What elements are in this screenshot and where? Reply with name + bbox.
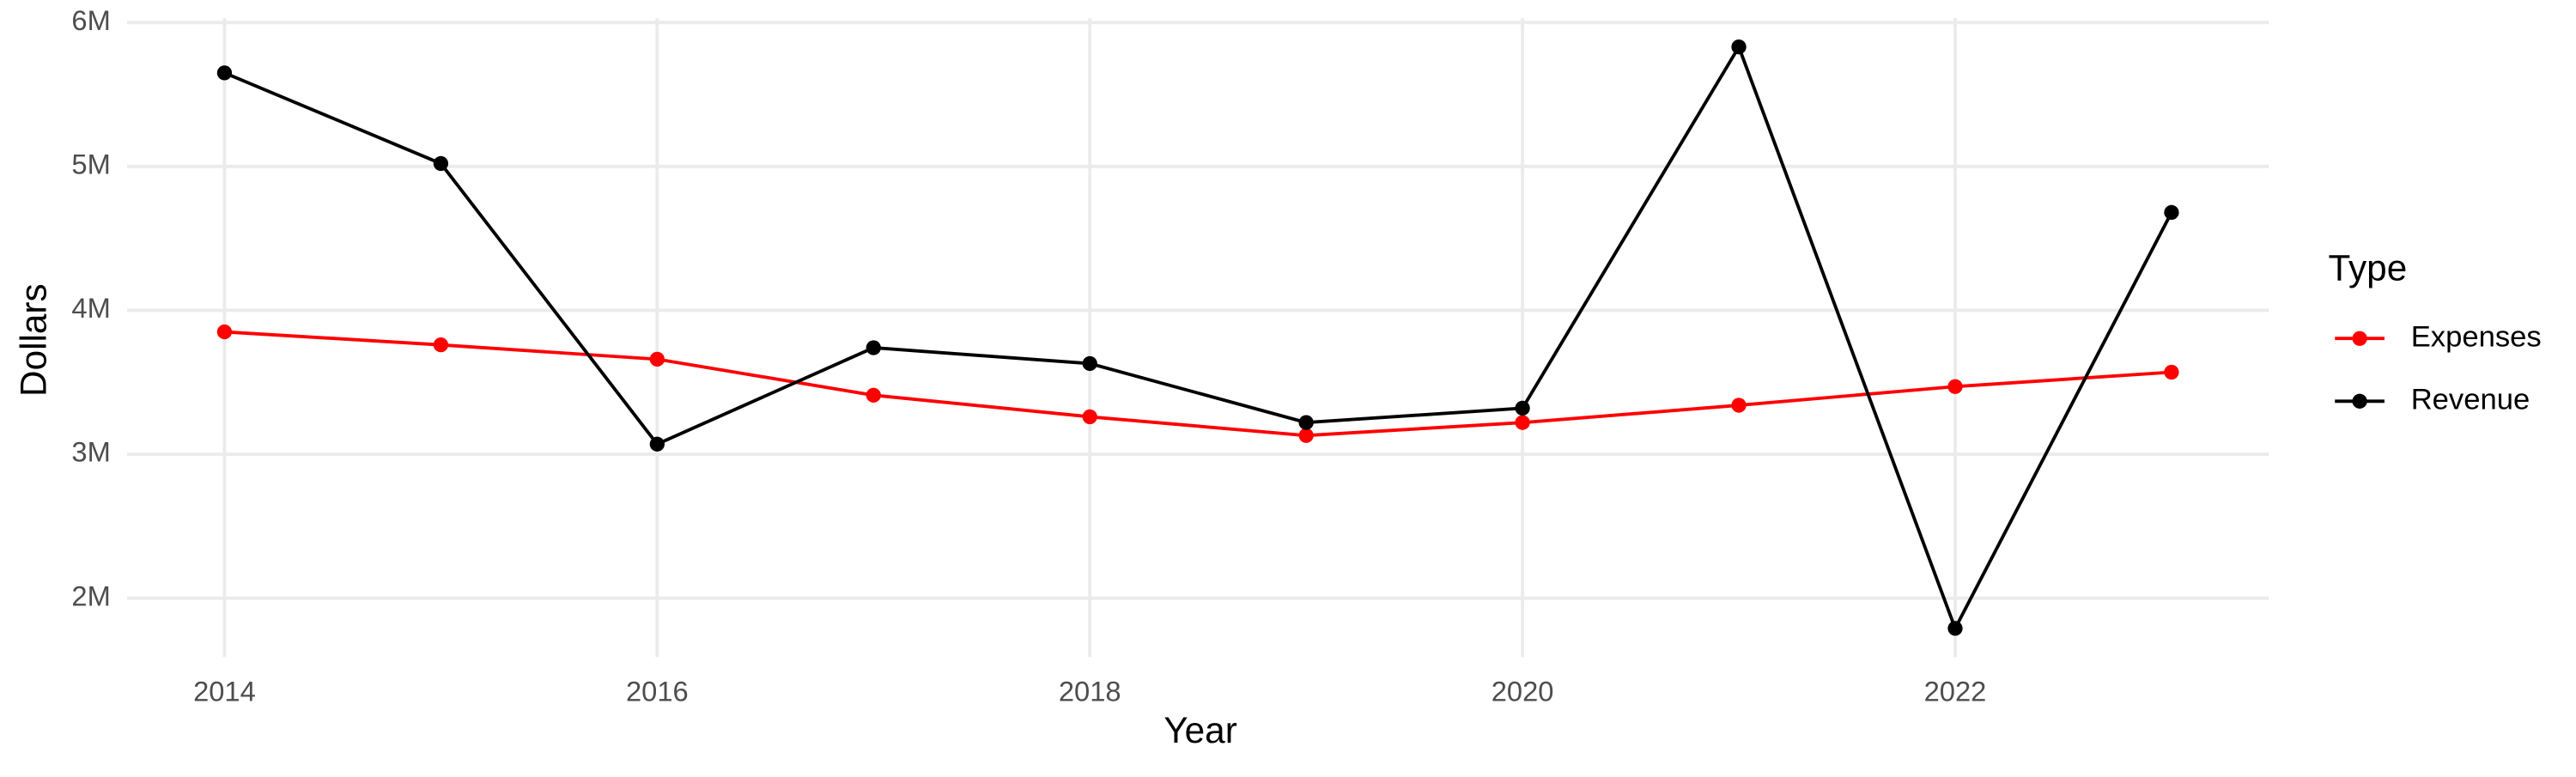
x-tick-label: 2022 [1924,675,1987,707]
data-point [1515,415,1530,430]
legend-label: Revenue [2411,383,2530,416]
x-tick-label: 2020 [1492,675,1554,707]
data-point [1515,400,1530,416]
x-tick-label: 2016 [626,675,689,707]
x-tick-label: 2014 [193,675,256,707]
y-axis-title: Dollars [13,283,53,397]
series-line [224,330,2172,438]
data-point [866,340,881,355]
legend-title: Type [2329,248,2408,288]
legend-key-point [2352,393,2367,409]
data-point [2164,364,2179,380]
legend-key-point [2352,331,2367,346]
y-tick-label: 3M [71,436,110,468]
data-point [649,436,665,452]
data-point [1298,428,1314,443]
data-point [1082,355,1097,372]
y-tick-label: 5M [71,148,110,179]
legend-label: Expenses [2411,320,2542,353]
data-point [866,387,881,403]
data-point [433,155,449,172]
series-line [223,43,2173,633]
data-point [216,65,233,81]
data-point [1947,621,1963,636]
x-tick-label: 2018 [1059,675,1121,707]
data-point [2164,204,2179,221]
data-point [1082,409,1097,425]
data-point [1731,398,1747,413]
y-tick-label: 6M [71,4,110,36]
data-point [1298,415,1314,430]
data-point [1947,379,1963,394]
data-point [1731,39,1747,55]
data-point [433,337,449,353]
x-axis-title: Year [1163,710,1236,750]
data-point [649,351,665,367]
y-tick-label: 2M [71,580,110,611]
data-point [216,324,233,340]
y-tick-label: 4M [71,292,110,324]
